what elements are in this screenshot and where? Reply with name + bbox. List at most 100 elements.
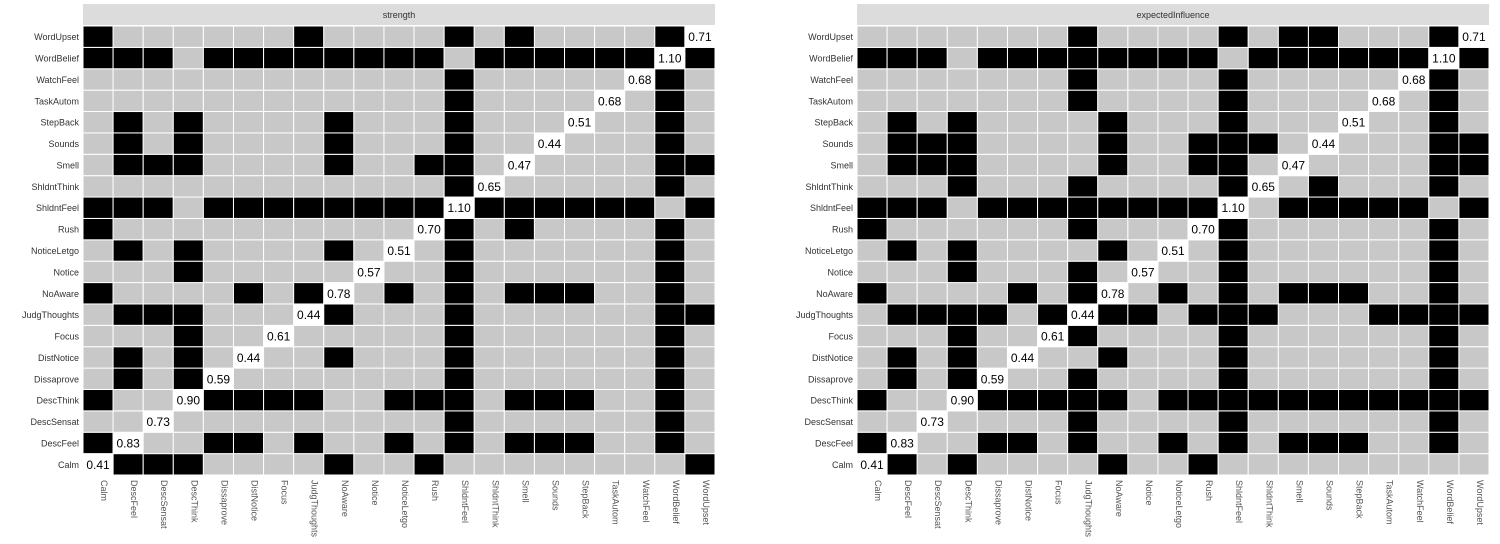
- heatmap-cell: [1157, 217, 1189, 241]
- heatmap-cell: [856, 388, 888, 412]
- heatmap-cell: [946, 46, 978, 70]
- heatmap-cell: [413, 453, 445, 476]
- heatmap-cell: [1006, 367, 1039, 390]
- heatmap-cell: [1338, 346, 1370, 369]
- heatmap-cell: [172, 453, 204, 476]
- heatmap-cell: [413, 260, 445, 284]
- heatmap-cell: [1037, 239, 1069, 262]
- heatmap-cell: [383, 453, 415, 476]
- heatmap-cell: [684, 410, 716, 433]
- row-label: Sounds: [48, 139, 79, 149]
- heatmap-cell: [856, 282, 888, 305]
- heatmap-cell: [263, 25, 295, 48]
- heatmap-cell: [1217, 217, 1249, 241]
- heatmap-cell: [1247, 453, 1279, 476]
- heatmap-cell: [172, 282, 204, 305]
- heatmap-cell: [1338, 175, 1370, 198]
- heatmap-cell: [293, 367, 325, 390]
- heatmap-cell: [142, 282, 174, 305]
- heatmap-cell: [413, 196, 445, 219]
- heatmap-cell: [503, 217, 535, 241]
- diagonal-value-label: 0.65: [1252, 180, 1276, 194]
- heatmap-cell: [594, 68, 626, 91]
- heatmap-cell: [1037, 346, 1069, 369]
- diagonal-value-label: 0.59: [981, 372, 1005, 386]
- diagonal-value-label: 0.61: [267, 330, 291, 344]
- row-label: StepBack: [40, 118, 79, 128]
- heatmap-cell: [654, 410, 686, 433]
- heatmap-cell: [503, 410, 535, 433]
- heatmap-cell: [1187, 324, 1219, 348]
- diagonal-value-label: 0.71: [1462, 30, 1486, 44]
- heatmap-cell: [1127, 324, 1159, 348]
- heatmap-cell: [1037, 111, 1069, 134]
- heatmap-cell: [1006, 132, 1039, 155]
- heatmap-cell: [886, 196, 918, 219]
- heatmap-cell: [564, 410, 596, 433]
- heatmap-cell: [1097, 346, 1129, 369]
- heatmap-cell: [684, 388, 716, 412]
- heatmap-cell: [886, 324, 918, 348]
- heatmap-cell: [353, 388, 385, 412]
- heatmap-cell: [1187, 431, 1219, 455]
- heatmap-cell: [1338, 89, 1370, 113]
- heatmap-cell: [1247, 196, 1279, 219]
- row-label: DescFeel: [815, 438, 853, 448]
- heatmap-cell: [1458, 303, 1490, 326]
- heatmap-cell: [1398, 303, 1430, 326]
- heatmap-cell: [202, 46, 234, 70]
- column-label: ShldntFeel: [1234, 480, 1244, 523]
- heatmap-cell: [413, 132, 445, 155]
- heatmap-cell: [624, 303, 656, 326]
- heatmap-cell: [383, 260, 415, 284]
- heatmap-cell: [112, 111, 144, 134]
- heatmap-cell: [564, 89, 596, 113]
- column-label: TaskAutom: [611, 480, 621, 525]
- heatmap-cell: [1247, 153, 1279, 177]
- heatmap-cell: [293, 324, 325, 348]
- heatmap-cell: [232, 282, 265, 305]
- column-label: NoAware: [340, 480, 350, 517]
- heatmap-cell: [172, 324, 204, 348]
- heatmap-cell: [1428, 217, 1460, 241]
- heatmap-cell: [684, 196, 716, 219]
- heatmap-cell: [886, 89, 918, 113]
- heatmap-cell: [1277, 410, 1309, 433]
- heatmap-cell: [1398, 346, 1430, 369]
- heatmap-cell: [1398, 46, 1430, 70]
- heatmap-cell: [1037, 388, 1069, 412]
- heatmap-cell: [82, 196, 114, 219]
- row-label: JudgThoughts: [796, 310, 854, 320]
- heatmap-cell: [886, 367, 918, 390]
- heatmap-cell: [1097, 239, 1129, 262]
- heatmap-cell: [82, 324, 114, 348]
- heatmap-cell: [856, 68, 888, 91]
- heatmap-cell: [473, 217, 505, 241]
- heatmap-cell: [1247, 431, 1279, 455]
- heatmap-cell: [533, 175, 566, 198]
- heatmap-cell: [1217, 410, 1249, 433]
- heatmap-cell: [1217, 431, 1249, 455]
- heatmap-cell: [232, 303, 265, 326]
- heatmap-cell: [142, 25, 174, 48]
- heatmap-cell: [946, 367, 978, 390]
- heatmap-cell: [1277, 367, 1309, 390]
- heatmap-cell: [856, 89, 888, 113]
- heatmap-cell: [383, 410, 415, 433]
- heatmap-cell: [886, 388, 918, 412]
- heatmap-cell: [533, 260, 566, 284]
- heatmap-cell: [172, 431, 204, 455]
- heatmap-cell: [946, 260, 978, 284]
- heatmap-cell: [533, 388, 566, 412]
- heatmap-cell: [172, 68, 204, 91]
- heatmap-cell: [263, 153, 295, 177]
- heatmap-cell: [1398, 453, 1430, 476]
- heatmap-cell: [684, 239, 716, 262]
- heatmap-cell: [946, 303, 978, 326]
- heatmap-cell: [142, 217, 174, 241]
- heatmap-cell: [1217, 25, 1249, 48]
- heatmap-cell: [976, 410, 1008, 433]
- heatmap-cell: [564, 175, 596, 198]
- heatmap-cell: [142, 132, 174, 155]
